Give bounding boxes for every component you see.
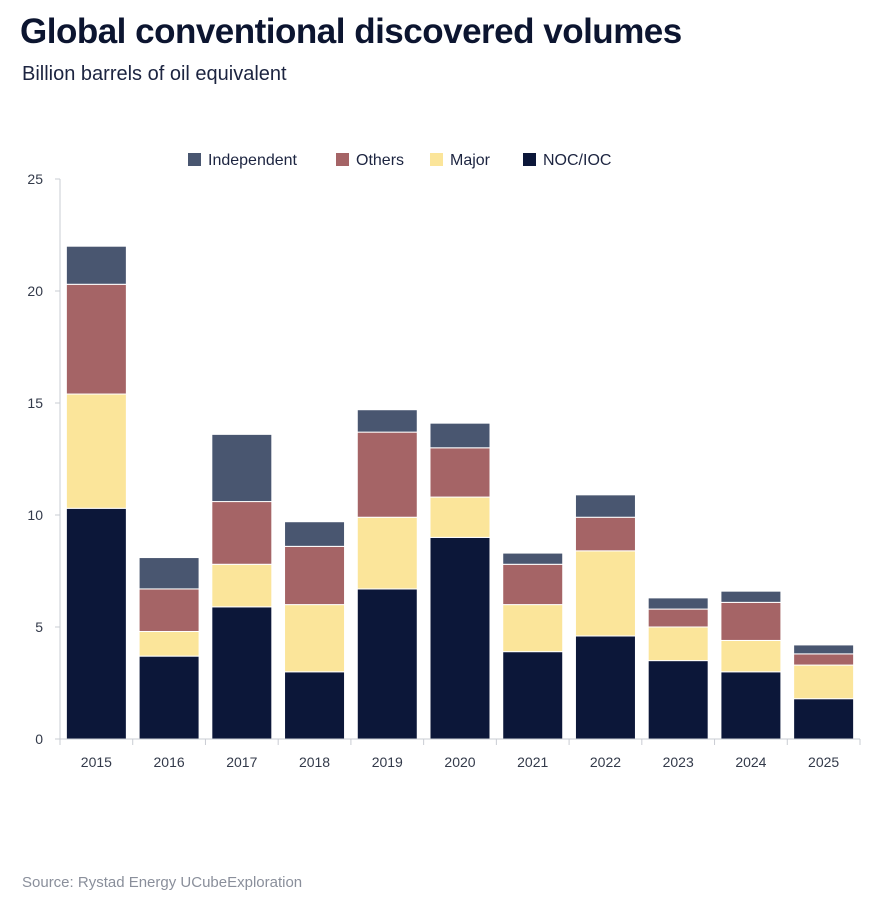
- bar-stack-2022: [574, 494, 636, 740]
- bar-major-2025: [793, 664, 855, 700]
- bar-independent-2025: [793, 644, 855, 655]
- x-tick-label-2016: 2016: [154, 754, 185, 770]
- chart-title: Global conventional discovered volumes: [20, 12, 682, 51]
- bar-noc-ioc-2020: [429, 536, 491, 740]
- y-tick-label-25: 25: [27, 171, 43, 187]
- x-tick-label-2020: 2020: [444, 754, 475, 770]
- bar-major-2019: [356, 516, 418, 590]
- legend-label-noc-ioc: NOC/IOC: [543, 152, 611, 169]
- bar-stack-2020: [429, 422, 491, 740]
- x-tick-label-2025: 2025: [808, 754, 839, 770]
- bar-others-2024: [720, 601, 782, 641]
- bar-independent-2020: [429, 422, 491, 449]
- legend-item-independent: Independent: [188, 152, 298, 169]
- bar-others-2019: [356, 431, 418, 518]
- legend-label-independent: Independent: [208, 152, 298, 169]
- bar-independent-2016: [138, 557, 200, 590]
- bar-independent-2019: [356, 409, 418, 433]
- bar-others-2020: [429, 447, 491, 498]
- bar-stack-2023: [647, 597, 709, 740]
- bar-independent-2021: [502, 552, 564, 565]
- bar-major-2022: [574, 550, 636, 637]
- y-tick-label-0: 0: [35, 731, 43, 747]
- bar-major-2017: [211, 563, 273, 608]
- bar-others-2016: [138, 588, 200, 632]
- legend-swatch-noc-ioc: [523, 153, 536, 166]
- bar-stack-2019: [356, 409, 418, 740]
- x-tick-label-2023: 2023: [663, 754, 694, 770]
- y-tick-label-10: 10: [27, 507, 43, 523]
- chart-legend: Independent Others Major NOC/IOC: [188, 152, 611, 169]
- bar-others-2018: [284, 545, 346, 606]
- bar-major-2024: [720, 639, 782, 673]
- x-tick-label-2021: 2021: [517, 754, 548, 770]
- y-tick-label-5: 5: [35, 619, 43, 635]
- bar-others-2022: [574, 516, 636, 552]
- bar-others-2025: [793, 653, 855, 666]
- bar-stack-2021: [502, 552, 564, 740]
- x-tick-label-2018: 2018: [299, 754, 330, 770]
- bar-stacks: [65, 245, 855, 740]
- x-tick-label-2015: 2015: [81, 754, 112, 770]
- bar-stack-2025: [793, 644, 855, 740]
- legend-label-others: Others: [356, 152, 404, 169]
- legend-swatch-major: [430, 153, 443, 166]
- bar-stack-2018: [284, 521, 346, 740]
- bar-major-2021: [502, 604, 564, 653]
- bar-noc-ioc-2019: [356, 588, 418, 740]
- bar-independent-2017: [211, 433, 273, 503]
- legend-swatch-others: [336, 153, 349, 166]
- y-axis: 0 5 10 15 20 25: [27, 171, 61, 747]
- legend-item-others: Others: [336, 152, 404, 169]
- bar-stack-2015: [65, 245, 127, 740]
- bar-noc-ioc-2023: [647, 660, 709, 740]
- bar-major-2018: [284, 604, 346, 673]
- bar-noc-ioc-2018: [284, 671, 346, 740]
- x-axis: 2015 2016 2017 2018 2019 2020 2021 2022 2023 2024…: [59, 738, 861, 770]
- bar-others-2015: [65, 283, 127, 395]
- bar-independent-2018: [284, 521, 346, 547]
- bar-others-2017: [211, 501, 273, 565]
- bar-major-2020: [429, 496, 491, 538]
- bar-stack-2017: [211, 433, 273, 740]
- bar-noc-ioc-2022: [574, 635, 636, 740]
- bar-stack-2016: [138, 557, 200, 740]
- bar-noc-ioc-2024: [720, 671, 782, 740]
- bar-noc-ioc-2025: [793, 698, 855, 740]
- legend-item-major: Major: [430, 152, 491, 169]
- bar-major-2023: [647, 626, 709, 662]
- x-tick-label-2019: 2019: [372, 754, 403, 770]
- bar-independent-2024: [720, 590, 782, 603]
- chart-subtitle: Billion barrels of oil equivalent: [22, 63, 287, 85]
- bar-stack-2024: [720, 590, 782, 740]
- bar-independent-2022: [574, 494, 636, 518]
- bar-noc-ioc-2015: [65, 507, 127, 740]
- x-tick-label-2024: 2024: [735, 754, 766, 770]
- legend-item-noc-ioc: NOC/IOC: [523, 152, 611, 169]
- legend-swatch-independent: [188, 153, 201, 166]
- bar-others-2021: [502, 563, 564, 606]
- y-tick-label-20: 20: [27, 283, 43, 299]
- y-tick-label-15: 15: [27, 395, 43, 411]
- x-tick-label-2022: 2022: [590, 754, 621, 770]
- bar-independent-2015: [65, 245, 127, 285]
- bar-noc-ioc-2017: [211, 606, 273, 740]
- legend-label-major: Major: [450, 152, 491, 169]
- bar-noc-ioc-2016: [138, 655, 200, 740]
- bar-major-2015: [65, 393, 127, 509]
- bar-others-2023: [647, 608, 709, 628]
- source-note: Source: Rystad Energy UCubeExploration: [22, 874, 303, 891]
- x-tick-label-2017: 2017: [226, 754, 257, 770]
- bar-major-2016: [138, 630, 200, 657]
- bar-noc-ioc-2021: [502, 651, 564, 740]
- bar-independent-2023: [647, 597, 709, 610]
